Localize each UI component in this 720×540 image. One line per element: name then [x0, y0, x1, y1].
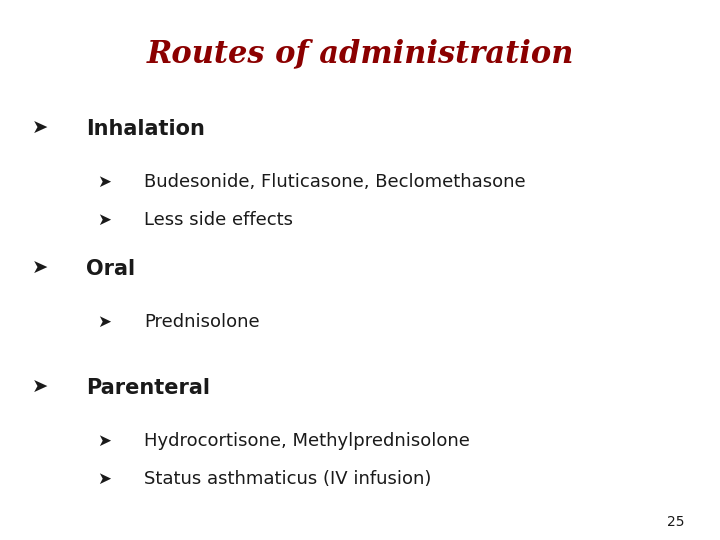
- Text: Inhalation: Inhalation: [86, 119, 205, 139]
- Text: Status asthmaticus (IV infusion): Status asthmaticus (IV infusion): [144, 470, 431, 488]
- Text: Oral: Oral: [86, 259, 135, 279]
- Text: ➤: ➤: [32, 378, 48, 397]
- Text: ➤: ➤: [97, 470, 112, 488]
- Text: 25: 25: [667, 515, 684, 529]
- Text: Prednisolone: Prednisolone: [144, 313, 260, 331]
- Text: ➤: ➤: [97, 432, 112, 450]
- Text: Parenteral: Parenteral: [86, 378, 210, 398]
- Text: ➤: ➤: [97, 211, 112, 228]
- Text: ➤: ➤: [32, 119, 48, 138]
- Text: Hydrocortisone, Methylprednisolone: Hydrocortisone, Methylprednisolone: [144, 432, 470, 450]
- Text: ➤: ➤: [32, 259, 48, 278]
- Text: Budesonide, Fluticasone, Beclomethasone: Budesonide, Fluticasone, Beclomethasone: [144, 173, 526, 191]
- Text: ➤: ➤: [97, 173, 112, 191]
- Text: Routes of administration: Routes of administration: [146, 38, 574, 69]
- Text: Less side effects: Less side effects: [144, 211, 293, 228]
- Text: ➤: ➤: [97, 313, 112, 331]
